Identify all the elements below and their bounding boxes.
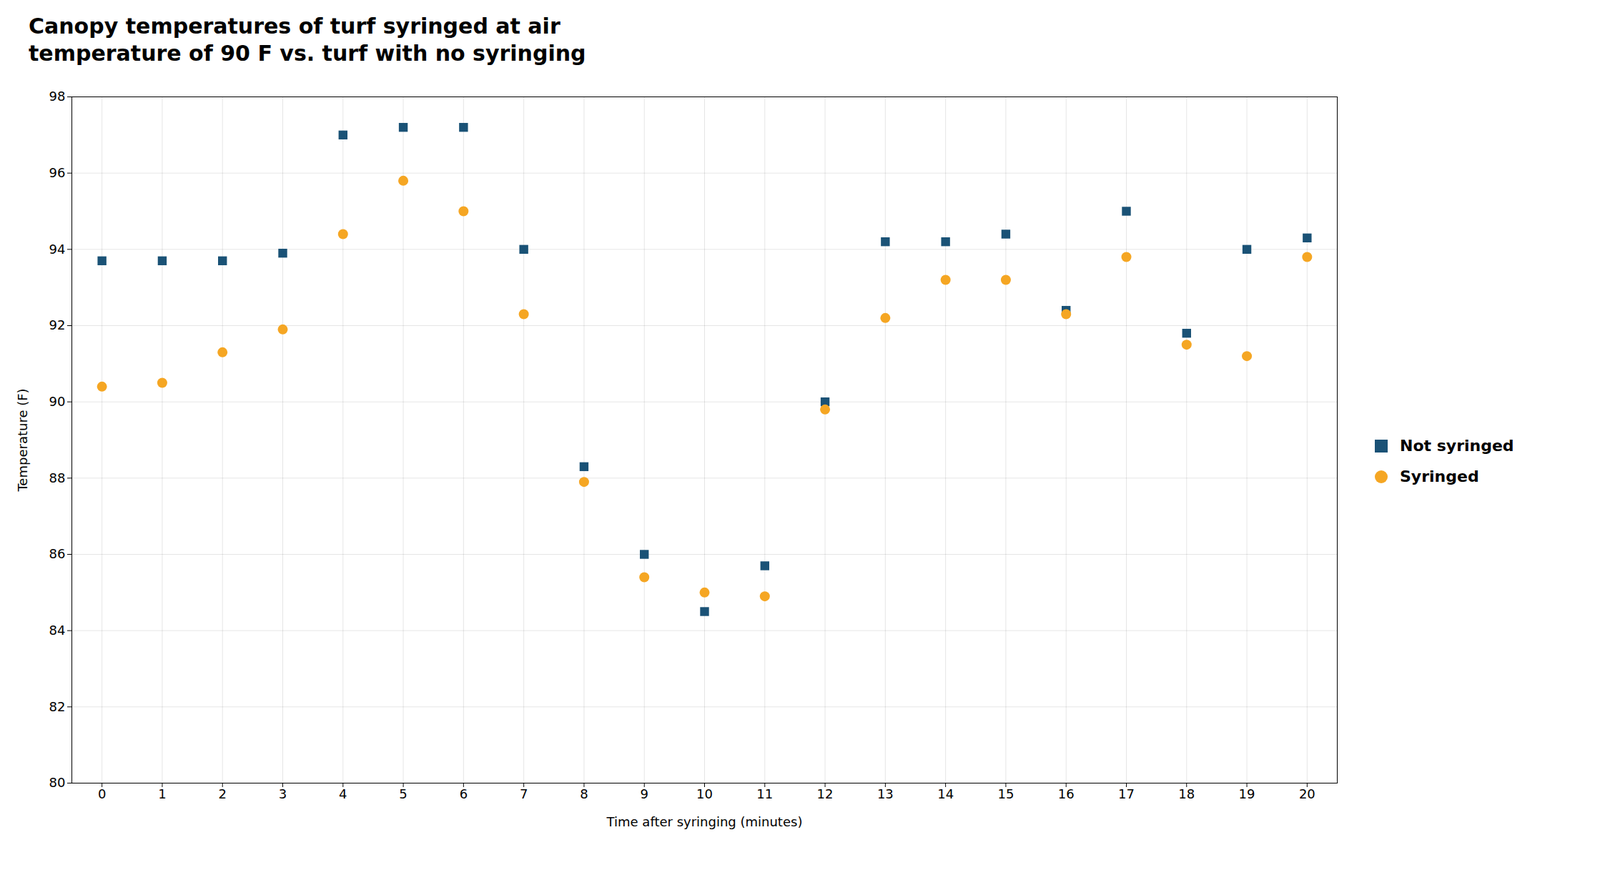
svg-text:96: 96 xyxy=(49,165,66,181)
svg-text:10: 10 xyxy=(696,786,713,802)
svg-text:4: 4 xyxy=(338,786,347,802)
svg-text:80: 80 xyxy=(49,774,66,790)
svg-text:20: 20 xyxy=(1299,786,1316,802)
svg-text:92: 92 xyxy=(49,317,66,333)
svg-text:9: 9 xyxy=(639,786,648,802)
svg-text:19: 19 xyxy=(1238,786,1256,802)
svg-text:Temperature (F): Temperature (F) xyxy=(15,388,31,492)
svg-text:12: 12 xyxy=(817,786,834,802)
svg-text:6: 6 xyxy=(459,786,468,802)
svg-text:1: 1 xyxy=(157,786,166,802)
svg-text:16: 16 xyxy=(1058,786,1075,802)
svg-text:15: 15 xyxy=(997,786,1014,802)
svg-text:0: 0 xyxy=(97,786,106,802)
svg-text:11: 11 xyxy=(756,786,773,802)
svg-text:94: 94 xyxy=(49,241,66,257)
html-text:Syringed: Syringed xyxy=(1399,467,1479,486)
html-text:Canopy temperatures of turf sy: Canopy temperatures of turf syringed at … xyxy=(28,13,586,66)
svg-text:2: 2 xyxy=(218,786,226,802)
svg-text:82: 82 xyxy=(49,699,66,715)
svg-text:18: 18 xyxy=(1178,786,1195,802)
svg-text:7: 7 xyxy=(519,786,528,802)
svg-text:3: 3 xyxy=(278,786,287,802)
html-text:Not syringed: Not syringed xyxy=(1399,436,1514,455)
svg-text:17: 17 xyxy=(1118,786,1135,802)
svg-text:Time after syringing (minutes): Time after syringing (minutes) xyxy=(606,814,803,830)
svg-text:14: 14 xyxy=(937,786,954,802)
svg-text:8: 8 xyxy=(579,786,588,802)
svg-text:88: 88 xyxy=(49,470,66,486)
svg-text:5: 5 xyxy=(398,786,407,802)
svg-text:90: 90 xyxy=(49,393,66,409)
svg-text:84: 84 xyxy=(49,622,66,638)
svg-text:13: 13 xyxy=(877,786,894,802)
svg-text:98: 98 xyxy=(49,88,66,104)
svg-text:86: 86 xyxy=(49,546,66,562)
